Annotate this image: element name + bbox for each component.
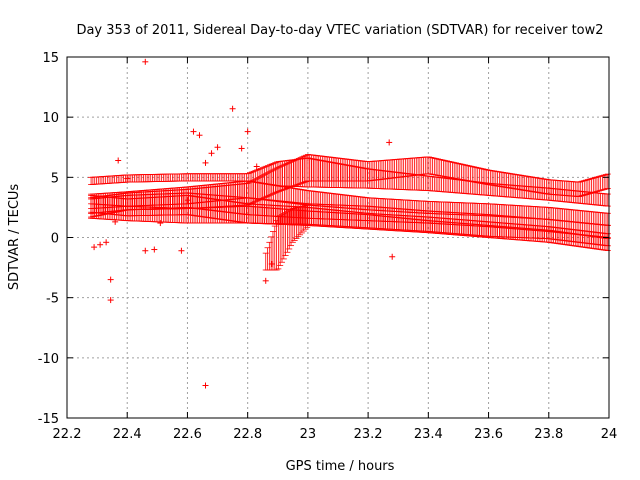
outlier-point [238,145,245,152]
outlier-point [229,105,236,112]
y-tick-label: 15 [42,51,59,66]
outlier-point [208,150,215,157]
outlier-point [112,218,119,225]
y-tick-label: 5 [51,171,59,186]
error-bar [304,204,311,228]
outlier-layer [91,58,396,389]
x-tick-label: 23 [300,427,317,442]
outlier-point [157,220,164,227]
x-tick-label: 23.6 [474,427,503,442]
y-tick-label: -10 [38,352,59,367]
x-tick-label: 23.4 [414,427,443,442]
y-axis-label: SDTVAR / TECUs [7,184,22,291]
outlier-point [196,132,203,139]
y-tick-label: -5 [46,292,59,307]
error-bar [604,173,611,189]
outlier-point [107,276,114,283]
x-axis-label: GPS time / hours [286,459,395,474]
outlier-point [97,241,104,248]
outlier-point [103,239,110,246]
y-tick-label: 0 [51,232,59,247]
outlier-point [107,297,114,304]
outlier-point [184,197,191,204]
outlier-point [115,157,122,164]
error-bar [604,238,611,251]
x-tick-label: 22.4 [113,427,142,442]
outlier-point [178,247,185,254]
x-tick-label: 24 [601,427,618,442]
outlier-point [190,128,197,135]
outlier-point [202,382,209,389]
grid [67,57,609,418]
outlier-point [262,277,269,284]
outlier-point [124,175,131,182]
outlier-point [244,128,251,135]
x-tick-label: 23.8 [534,427,563,442]
x-tick-label: 22.8 [233,427,262,442]
outlier-point [386,139,393,146]
y-tick-label: -15 [38,412,59,427]
chart-title: Day 353 of 2011, Sidereal Day-to-day VTE… [76,23,603,38]
outlier-point [304,155,311,162]
outlier-point [268,260,275,267]
outlier-point [253,163,260,170]
outlier-point [142,58,149,65]
axes: 22.2 22.4 22.6 22.8 23 23.2 23.4 23.6 23.8 24 -15 -… [38,51,618,442]
outlier-point [214,144,221,151]
outlier-point [202,159,209,166]
outlier-point [142,247,149,254]
y-tick-label: 10 [42,111,59,126]
error-bar [604,193,611,207]
x-tick-label: 22.6 [173,427,202,442]
outlier-point [389,253,396,260]
outlier-point [151,246,158,253]
outlier-point [91,244,98,251]
data-layer [88,154,611,271]
series-track-g [262,204,311,271]
x-tick-label: 23.2 [354,427,383,442]
x-tick-label: 22.2 [53,427,82,442]
